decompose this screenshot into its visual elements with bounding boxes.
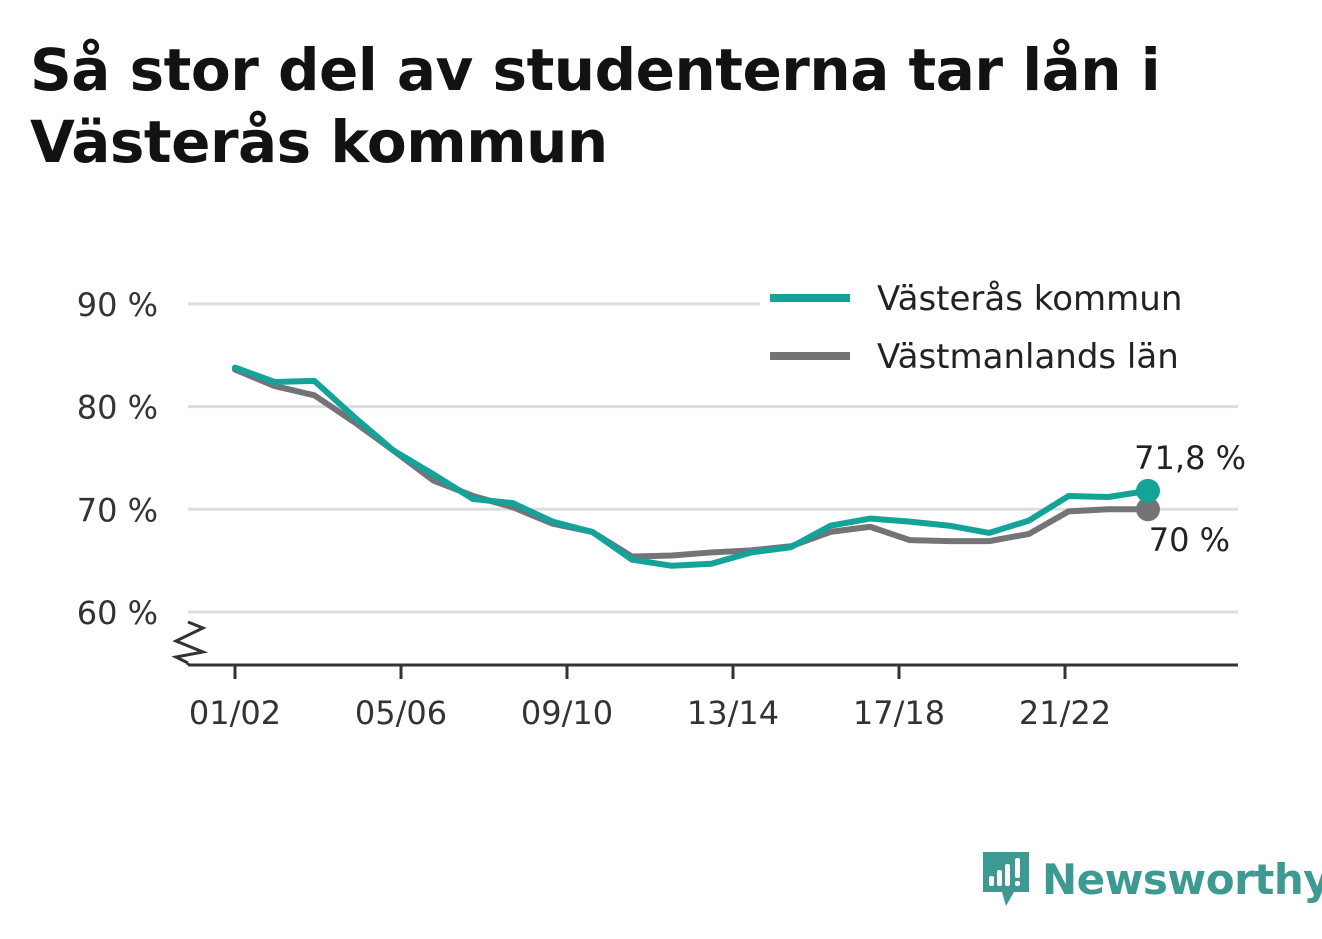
- brand-logo: Newsworthy: [980, 848, 1322, 910]
- newsworthy-logo-icon: [983, 852, 1029, 906]
- end-label-vastmanland: 70 %: [1149, 521, 1230, 559]
- end-labels: 71,8 % 70 %: [1134, 439, 1246, 559]
- x-axis: [171, 620, 1238, 667]
- series-end-point-1: [1136, 497, 1160, 522]
- y-axis-tick-labels: 60 % 70 % 80 % 90 %: [77, 286, 158, 632]
- x-axis-tick-labels: 01/02 05/06 09/10 13/14 17/18 21/22: [189, 665, 1111, 732]
- end-label-vasteras: 71,8 %: [1134, 439, 1246, 477]
- x-tick-label: 13/14: [687, 694, 779, 732]
- y-tick-label: 70 %: [77, 491, 158, 529]
- series-lines: [232, 364, 1160, 569]
- legend-label: Västmanlands län: [877, 337, 1179, 377]
- series-end-point-0: [1136, 478, 1160, 503]
- x-tick-label: 05/06: [355, 694, 447, 732]
- y-tick-label: 60 %: [77, 594, 158, 632]
- x-tick-label: 17/18: [853, 694, 945, 732]
- series-line-0: [232, 364, 1151, 569]
- chart-title: Så stor del av studenterna tar lån i Väs…: [30, 36, 1161, 176]
- x-tick-label: 01/02: [189, 694, 281, 732]
- legend: Västerås kommun Västmanlands län: [760, 279, 1238, 380]
- y-tick-label: 90 %: [77, 286, 158, 324]
- legend-label: Västerås kommun: [877, 279, 1182, 319]
- brand-name: Newsworthy: [1042, 854, 1322, 904]
- x-tick-label: 09/10: [521, 694, 613, 732]
- axis-break-marker: [171, 620, 209, 665]
- y-tick-label: 80 %: [77, 389, 158, 427]
- x-tick-label: 21/22: [1019, 694, 1111, 732]
